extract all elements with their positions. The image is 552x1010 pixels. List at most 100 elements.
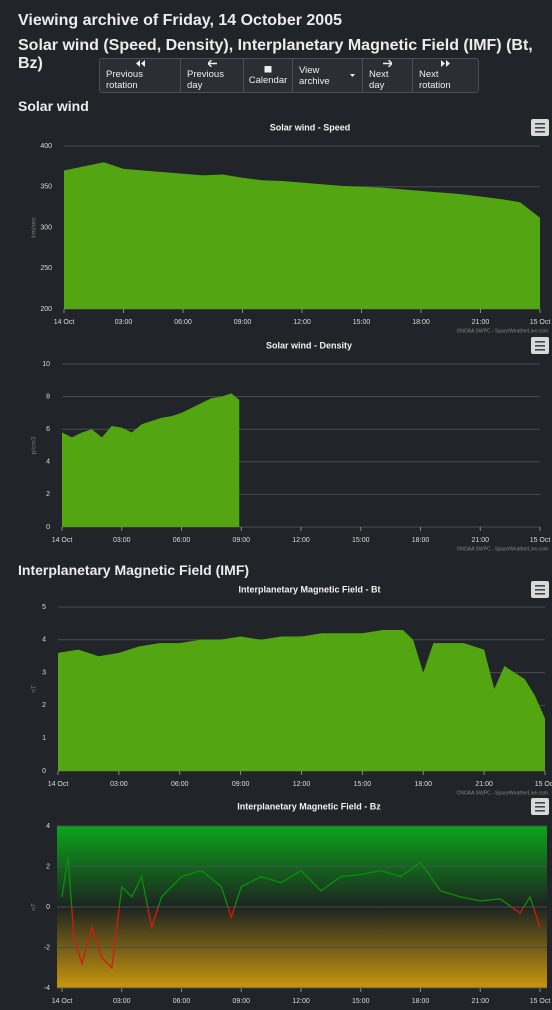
menu-bar [535, 349, 545, 351]
chart-title: Interplanetary Magnetic Field - Bz [237, 801, 381, 811]
x-tick-label: 12:00 [293, 319, 311, 326]
y-tick-label: -4 [44, 985, 50, 992]
chart-title: Solar wind - Speed [270, 122, 351, 132]
x-tick-label: 15:00 [352, 998, 370, 1005]
y-axis-label: nT [31, 903, 38, 911]
x-tick-label: 12:00 [292, 998, 310, 1005]
nav-label: View archive [299, 64, 330, 87]
y-tick-label: 2 [46, 491, 50, 498]
menu-bar [535, 345, 545, 347]
nav-button[interactable]: Next day [363, 59, 413, 92]
menu-bar [535, 127, 545, 129]
x-tick-label: 15:00 [352, 537, 370, 544]
y-tick-label: 2 [46, 863, 50, 870]
menu-bar [535, 802, 545, 804]
y-tick-label: 0 [46, 524, 50, 531]
y-tick-label: 200 [40, 306, 52, 313]
menu-button[interactable] [531, 798, 549, 815]
x-tick-label: 09:00 [232, 998, 250, 1005]
x-tick-label: 21:00 [472, 319, 490, 326]
x-tick-label: 06:00 [173, 998, 191, 1005]
x-tick-label: 15 Oct [530, 537, 551, 544]
x-tick-label: 18:00 [412, 319, 430, 326]
y-tick-label: 0 [42, 768, 46, 775]
credit: ©NOAA SWPC - SpaceWeatherLive.com [457, 545, 548, 552]
area [58, 629, 545, 771]
nav-label: Next day [369, 69, 389, 91]
nav-label: Previous day [187, 69, 224, 91]
x-tick-label: 03:00 [113, 537, 131, 544]
x-tick-label: 03:00 [115, 319, 133, 326]
nav-label: Next rotation [419, 69, 451, 91]
credit: ©NOAA SWPC - SpaceWeatherLive.com [457, 789, 548, 796]
x-tick-label: 18:00 [412, 998, 430, 1005]
y-axis-label: nT [31, 685, 38, 693]
chart-title: Solar wind - Density [266, 340, 352, 350]
x-tick-label: 09:00 [232, 781, 250, 788]
x-tick-label: 06:00 [174, 319, 192, 326]
icon [264, 66, 272, 73]
area [62, 393, 240, 527]
x-tick-label: 14 Oct [54, 319, 75, 326]
nav-button[interactable]: Previous day [181, 59, 244, 92]
y-tick-label: 10 [42, 361, 50, 368]
y-tick-label: 250 [40, 265, 52, 272]
y-tick-label: -2 [44, 944, 50, 951]
page-title: Viewing archive of Friday, 14 October 20… [18, 12, 342, 29]
y-axis-label: p/cm3 [31, 436, 38, 454]
x-tick-label: 03:00 [110, 781, 128, 788]
icon [135, 60, 145, 67]
y-tick-label: 0 [46, 904, 50, 911]
y-tick-label: 2 [42, 702, 46, 709]
x-tick-label: 14 Oct [52, 537, 73, 544]
x-tick-label: 09:00 [234, 319, 252, 326]
x-tick-label: 18:00 [414, 781, 432, 788]
y-tick-label: 300 [40, 224, 52, 231]
y-tick-label: 3 [42, 669, 46, 676]
section-title: Interplanetary Magnetic Field (IMF) [18, 562, 250, 578]
x-tick-label: 15 Oct [530, 998, 551, 1005]
menu-bar [535, 123, 545, 125]
menu-button[interactable] [531, 337, 549, 354]
x-tick-label: 09:00 [232, 537, 250, 544]
x-tick-label: 14 Oct [48, 781, 69, 788]
x-tick-label: 15:00 [353, 319, 371, 326]
nav-label: Previous rotation [106, 69, 143, 91]
x-tick-label: 03:00 [113, 998, 131, 1005]
section-title: Solar wind [18, 98, 89, 114]
menu-button[interactable] [531, 581, 549, 598]
x-tick-label: 06:00 [171, 781, 189, 788]
x-tick-label: 14 Oct [52, 998, 73, 1005]
icon [441, 60, 450, 67]
chart-title: Interplanetary Magnetic Field - Bt [238, 584, 380, 594]
nav-button[interactable]: Next rotation [413, 59, 478, 92]
menu-bar [535, 131, 545, 133]
y-tick-label: 400 [40, 143, 52, 150]
nav-group: Previous rotation Previous day Calendar … [99, 58, 479, 93]
icon [207, 60, 217, 67]
menu-button[interactable] [531, 119, 549, 136]
y-tick-label: 5 [42, 604, 46, 611]
y-tick-label: 4 [46, 823, 50, 830]
menu-bar [535, 585, 545, 587]
x-tick-label: 21:00 [471, 537, 489, 544]
area [64, 162, 540, 309]
y-tick-label: 1 [42, 735, 46, 742]
nav-button[interactable]: Previous rotation [100, 59, 181, 92]
menu-bar [535, 806, 545, 808]
y-tick-label: 6 [46, 426, 50, 433]
y-tick-label: 350 [40, 184, 52, 191]
x-tick-label: 15 Oct [535, 781, 552, 788]
nav-button[interactable]: View archive [293, 59, 363, 92]
x-tick-label: 15 Oct [530, 319, 551, 326]
credit: ©NOAA SWPC - SpaceWeatherLive.com [457, 327, 548, 334]
y-axis-label: km/sec [31, 216, 38, 237]
page-subtitle: Solar wind (Speed, Density), Interplanet… [18, 37, 533, 72]
icon [383, 60, 392, 67]
y-tick-label: 4 [46, 459, 50, 466]
nav-button[interactable]: Calendar [244, 59, 293, 92]
menu-bar [535, 593, 545, 595]
nav-label: Calendar [248, 75, 288, 86]
